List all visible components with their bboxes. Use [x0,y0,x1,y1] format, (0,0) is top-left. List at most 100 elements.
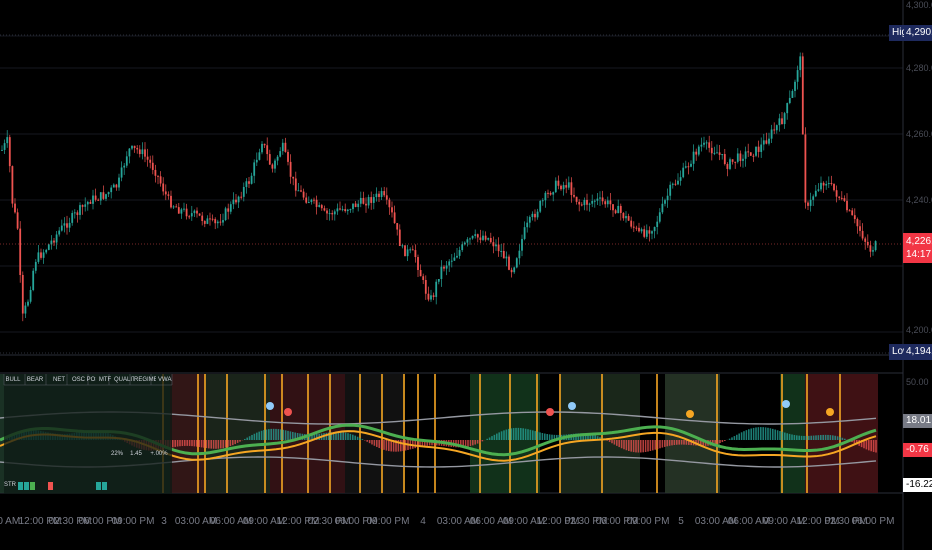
candle-body [482,235,484,240]
candle-body [268,154,271,165]
osc-histogram-bar [335,431,337,440]
candle-body [227,208,230,212]
candle-body [718,152,721,155]
osc-histogram-bar [743,431,745,440]
candle-body [791,90,794,98]
candle-body [248,181,250,184]
candle-body [781,118,783,125]
candle-body [588,203,591,205]
candle-body [552,192,555,195]
osc-histogram-bar [815,435,817,440]
osc-histogram-bar [728,438,731,440]
osc-histogram-bar [308,434,311,440]
candle-body [398,229,401,246]
time-axis-label: 12:00 PM [18,516,62,527]
osc-histogram-bar [313,434,316,440]
dashboard-header: NET [53,377,65,383]
candle-body [617,205,620,214]
osc-histogram-bar [724,440,726,442]
osc-histogram-bar [505,429,508,440]
candle-body [94,195,97,200]
candle-body [770,129,773,139]
osc-value-badge: -0.76 [903,443,932,457]
candle-body [375,193,378,198]
candle-body [24,305,27,314]
time-axis-label: 5 [678,516,684,527]
candle-body [443,266,445,269]
osc-histogram-bar [580,433,582,440]
candle-body [89,201,92,204]
candle-body [450,260,453,262]
candle-body [604,201,607,205]
osc-histogram-bar [860,440,863,448]
candle-body [284,142,287,152]
candle-body [731,159,734,162]
candle-body [474,234,477,236]
time-axis-label: 03:00 AM [174,516,218,527]
candle-body [16,212,19,229]
dashboard-header: REGIME [134,377,156,383]
osc-histogram-bar [784,432,786,440]
candle-body [315,199,318,207]
candle-body [14,203,16,213]
candle-body [703,142,705,145]
candle-body [310,199,313,203]
candle-body [437,278,440,282]
candle-body [726,164,729,169]
candle-body [357,203,360,208]
signal-marker [284,408,292,416]
candle-body [149,159,152,163]
price-axis-label: 4,260.0 [906,129,932,139]
time-axis-label: 12:00 PM [796,516,840,527]
osc-histogram-bar [174,440,176,447]
dashboard-header: VWAP [158,377,172,383]
osc-histogram-bar [258,431,260,440]
time-axis-label: 09:00 AM [502,516,546,527]
osc-histogram-bar [666,440,668,447]
candle-body [489,238,492,243]
osc-histogram-bar [736,434,738,440]
candle-body [193,210,196,214]
osc-histogram-bar [798,435,800,440]
candle-body [625,216,627,219]
candle-body [721,154,724,156]
osc-histogram-bar [428,440,431,446]
osc-histogram-bar [616,440,618,446]
time-axis-label: 09:00 PM [366,516,410,527]
candle-body [73,212,76,214]
candle-body [622,212,625,219]
osc-histogram-bar [762,427,764,440]
osc-histogram-bar [719,440,721,443]
candle-body [201,215,204,222]
candle-body [866,241,869,246]
candle-body [794,81,796,91]
osc-histogram-bar [817,435,820,440]
low-value-badge: 4,194.0 [904,344,932,360]
candle-body [549,192,552,195]
candle-body [669,184,672,196]
osc-histogram-bar [368,440,371,444]
candle-body [328,213,331,215]
candle-body [242,186,245,197]
candle-body [846,200,848,211]
regime-zone [665,374,720,493]
candle-body [471,235,474,239]
time-axis-label: 03:00 AM [694,516,738,527]
candle-body [170,195,172,208]
osc-histogram-bar [875,440,877,453]
osc-histogram-bar [714,440,716,445]
osc-histogram-bar [246,437,248,440]
osc-histogram-bar [839,436,841,440]
candle-body [263,143,266,146]
candle-body [526,222,529,228]
candle-body [372,197,375,203]
price-axis-label: 4,240.0 [906,195,932,205]
candle-body [817,189,820,191]
candle-body [752,155,755,157]
osc-histogram-bar [179,440,181,447]
candle-body [593,200,596,202]
candle-body [34,261,37,271]
osc-histogram-bar [311,434,313,440]
